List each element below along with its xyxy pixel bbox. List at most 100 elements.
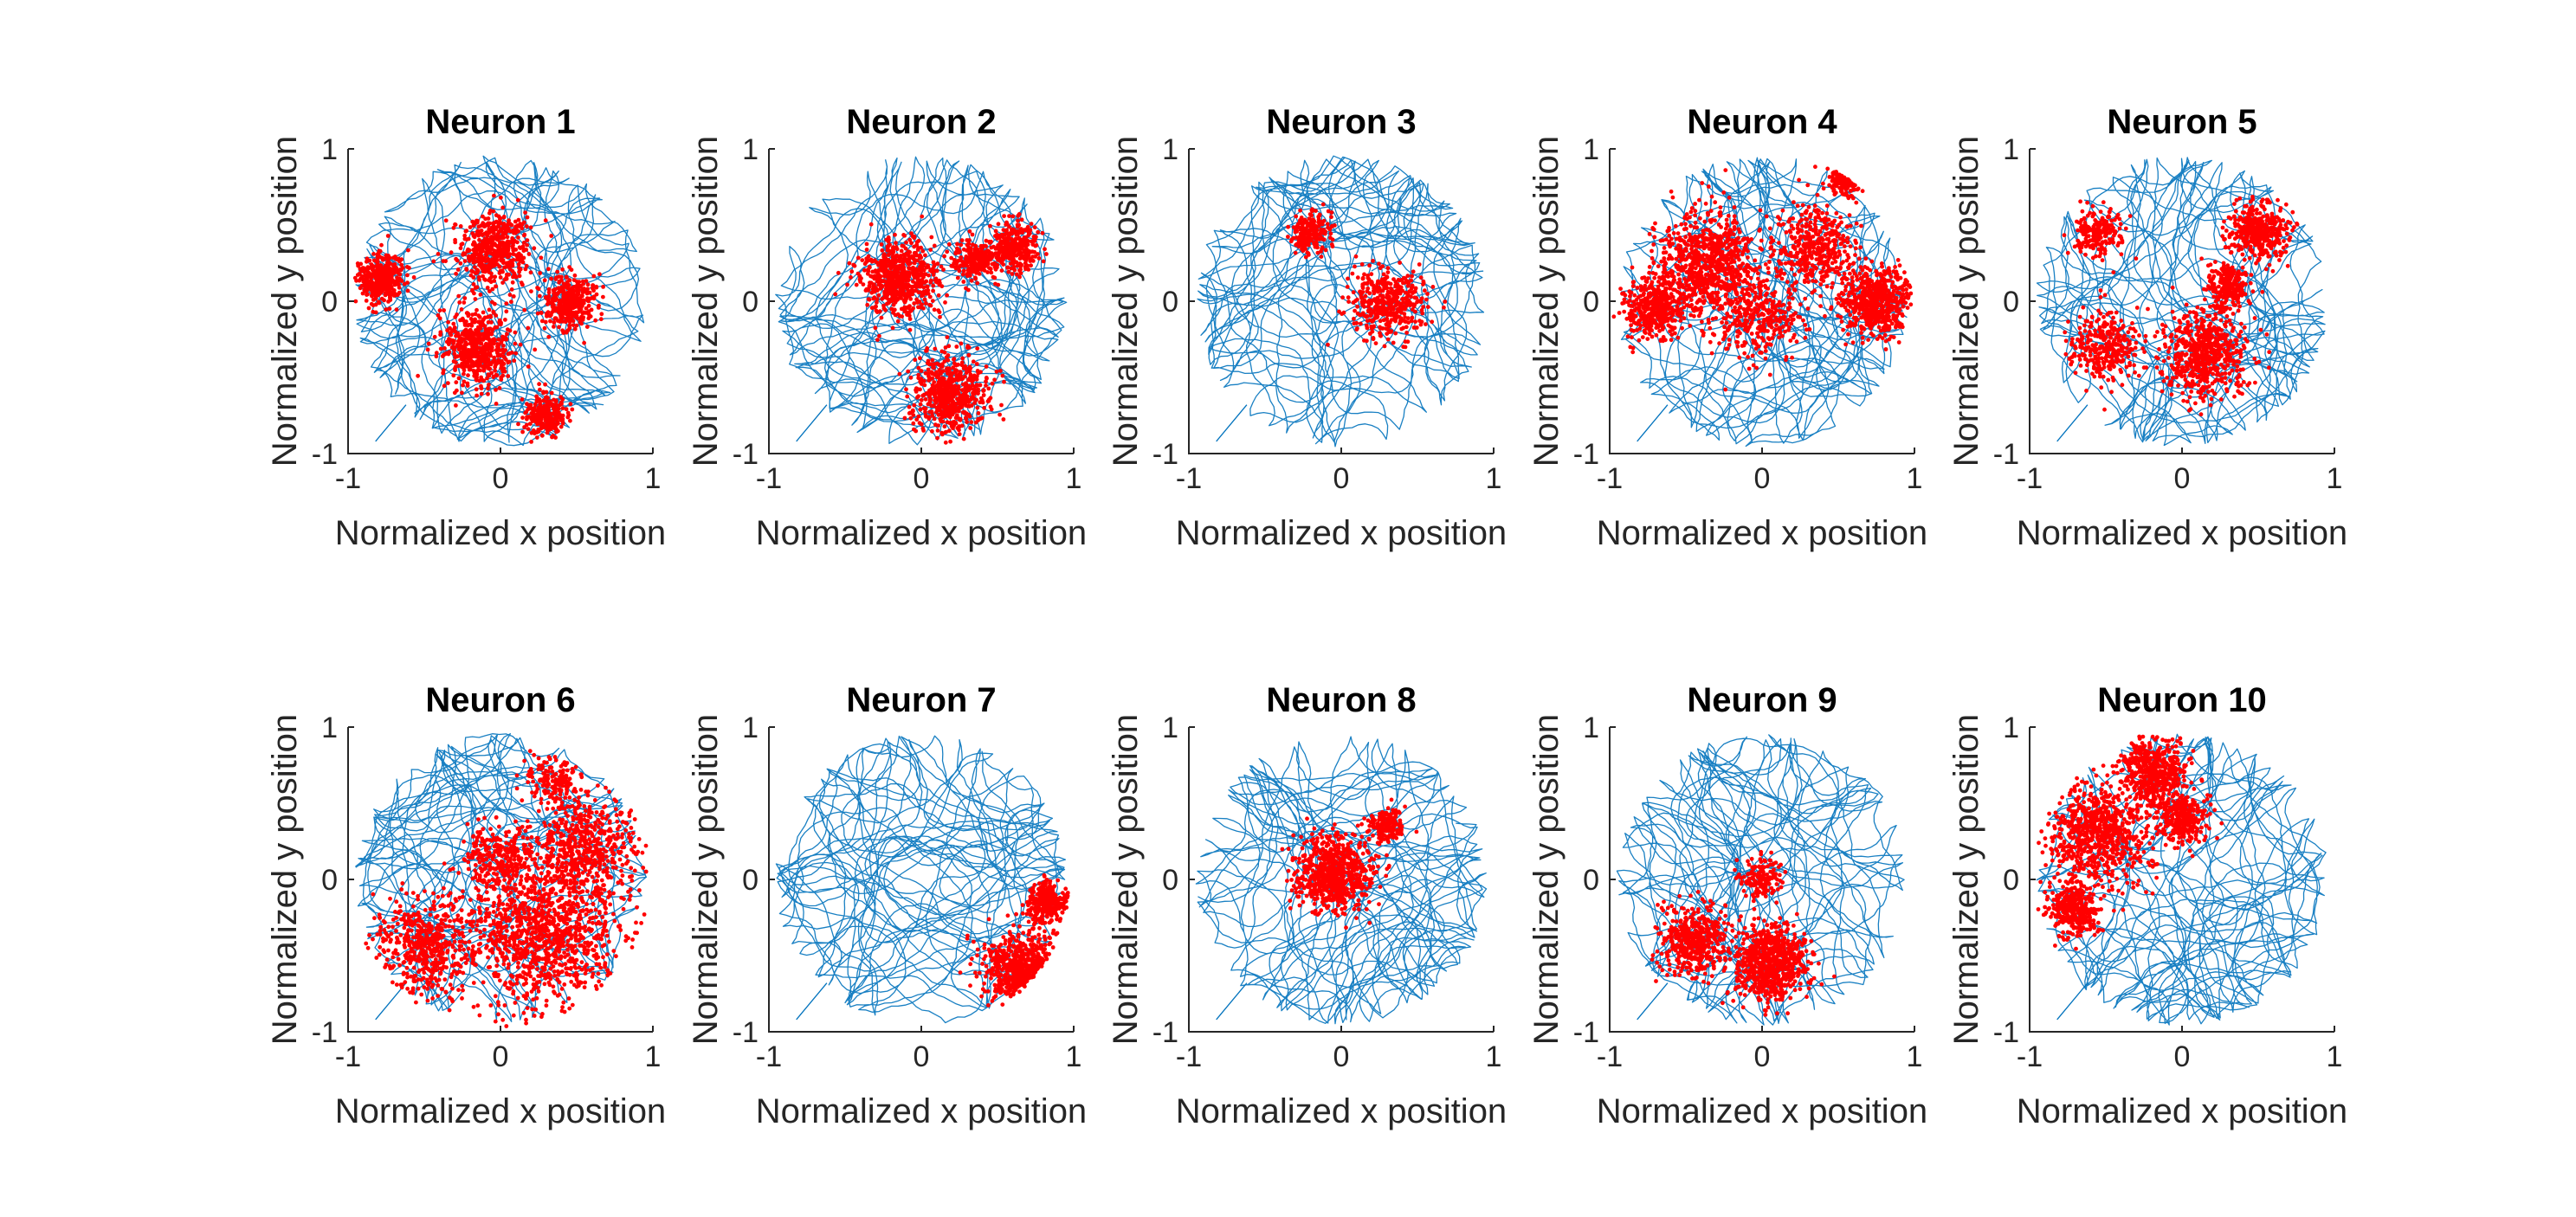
- spike-point: [889, 306, 894, 312]
- spike-point: [526, 364, 531, 369]
- spike-point: [1671, 231, 1676, 235]
- spike-point: [880, 284, 885, 289]
- spike-point: [370, 272, 375, 277]
- spike-point: [492, 358, 497, 364]
- spike-point: [1288, 239, 1294, 244]
- spike-point: [533, 347, 538, 352]
- spike-point: [1378, 298, 1384, 303]
- spike-point: [914, 274, 918, 278]
- spike-point: [455, 342, 460, 347]
- spike-point: [1418, 275, 1424, 280]
- spike-point: [570, 287, 574, 293]
- spike-point: [932, 307, 937, 312]
- spike-point: [518, 342, 523, 347]
- spike-point: [1314, 209, 1318, 214]
- spike-point: [499, 195, 503, 200]
- spike-point: [552, 412, 557, 417]
- spike-point: [546, 287, 552, 292]
- spike-point: [564, 407, 569, 412]
- panel-title-neuron-3: Neuron 3: [1266, 103, 1416, 141]
- spike-point: [481, 310, 486, 315]
- spike-point: [384, 253, 389, 258]
- spike-point: [982, 405, 986, 410]
- spike-point: [1020, 230, 1025, 235]
- spike-point: [1758, 208, 1763, 213]
- spike-point: [908, 297, 914, 301]
- spike-point: [1753, 258, 1758, 263]
- spike-point: [976, 370, 981, 376]
- spike-point: [495, 237, 500, 242]
- spike-point: [566, 299, 571, 305]
- spike-point: [462, 345, 468, 351]
- spike-point: [462, 368, 467, 373]
- spike-point: [432, 334, 437, 339]
- spike-point: [901, 288, 906, 293]
- spike-point: [968, 377, 973, 383]
- spike-point: [1382, 344, 1387, 349]
- spike-point: [480, 266, 485, 271]
- spike-point: [1029, 222, 1034, 226]
- spike-point: [513, 330, 518, 335]
- spike-point: [969, 269, 973, 274]
- spike-point: [907, 266, 912, 271]
- spike-point: [1417, 319, 1422, 324]
- spike-point: [398, 267, 404, 273]
- spike-point: [1709, 194, 1714, 199]
- spike-point: [479, 391, 484, 396]
- spike-point: [920, 393, 926, 398]
- spike-point: [1386, 296, 1391, 301]
- spike-point: [454, 380, 459, 385]
- spike-point: [873, 259, 878, 264]
- spike-point: [972, 401, 977, 405]
- spike-point: [923, 253, 927, 258]
- spike-point: [454, 403, 458, 408]
- spike-point: [922, 383, 927, 388]
- spike-point: [998, 369, 1003, 373]
- spike-point: [901, 293, 907, 298]
- spike-point: [932, 264, 937, 269]
- spike-point: [868, 274, 873, 279]
- spike-point: [1023, 261, 1028, 266]
- spike-point: [1001, 232, 1006, 237]
- spike-point: [928, 387, 933, 392]
- spike-point: [890, 325, 895, 331]
- spike-point: [1706, 212, 1710, 217]
- spike-point: [1329, 215, 1333, 220]
- spike-point: [481, 338, 486, 342]
- spike-point: [552, 325, 556, 329]
- spike-point: [974, 383, 979, 388]
- spike-point: [505, 235, 510, 240]
- spike-point: [859, 276, 863, 280]
- spike-point: [986, 386, 991, 391]
- spike-point: [928, 248, 933, 252]
- spike-point: [476, 319, 481, 325]
- spike-point: [471, 282, 476, 287]
- spike-point: [904, 251, 909, 256]
- spike-point: [485, 286, 490, 290]
- x-axis-label-neuron-2: Normalized x position: [756, 514, 1087, 552]
- spike-point: [533, 402, 538, 407]
- spike-point: [879, 279, 884, 283]
- spike-point: [487, 289, 492, 293]
- spike-point: [475, 220, 480, 225]
- spike-point: [945, 249, 950, 254]
- spike-point: [482, 324, 487, 329]
- spike-point: [959, 242, 964, 248]
- spike-point: [872, 295, 877, 300]
- spike-point: [954, 249, 959, 254]
- spike-point: [478, 354, 483, 359]
- spike-point: [1002, 214, 1006, 219]
- spike-point: [458, 224, 463, 229]
- spike-point: [489, 331, 494, 335]
- spike-point: [443, 259, 448, 264]
- spike-point: [963, 390, 968, 396]
- spike-point: [503, 348, 508, 352]
- spike-point: [1360, 275, 1365, 280]
- spike-point: [509, 287, 514, 292]
- spike-point: [1303, 254, 1308, 260]
- spike-point: [964, 415, 968, 420]
- spike-point: [1365, 274, 1370, 278]
- spike-point: [957, 417, 962, 422]
- spike-point: [516, 422, 520, 427]
- spike-point: [1353, 299, 1358, 304]
